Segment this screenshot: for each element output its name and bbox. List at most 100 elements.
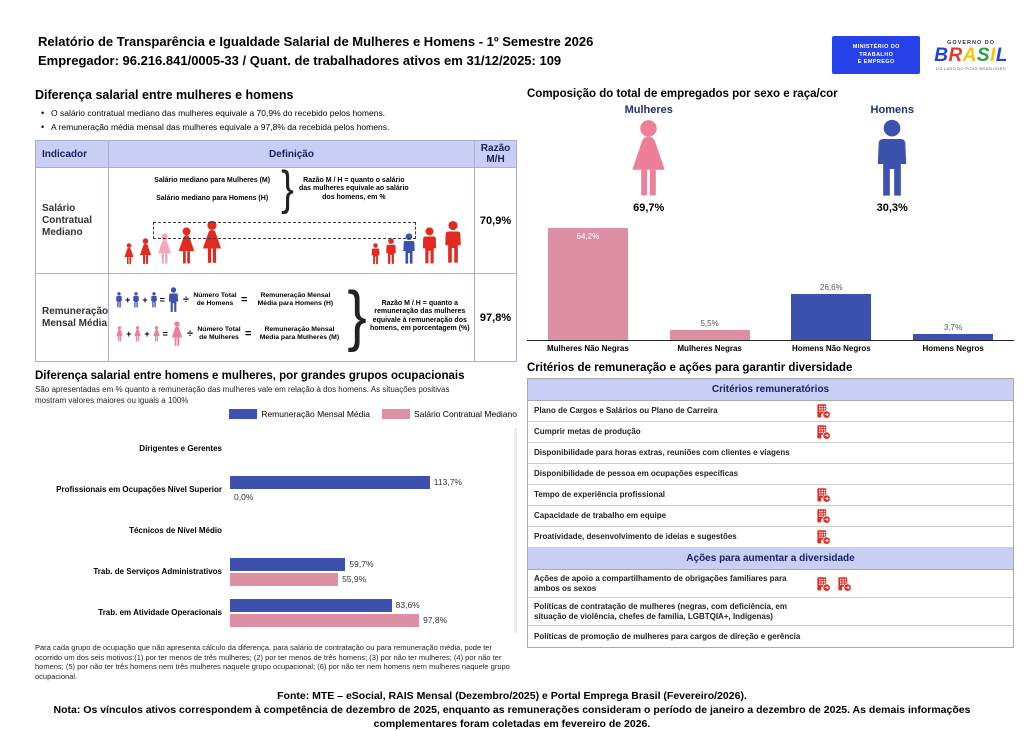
median-pictogram bbox=[123, 217, 464, 265]
criteria-label: Disponibilidade de pessoa em ocupações e… bbox=[534, 469, 739, 479]
actions-header: Ações para aumentar a diversidade bbox=[528, 548, 1013, 570]
action-label: Políticas de contratação de mulheres (ne… bbox=[534, 602, 787, 621]
company-building-icon bbox=[815, 403, 831, 419]
salary-gap-bullets: O salário contratual mediano das mulhere… bbox=[41, 106, 517, 134]
man-icon bbox=[420, 227, 439, 265]
men-total-label: Número Total de Homens bbox=[193, 291, 237, 307]
gov-brasil-logo: GOVERNO DO BRASIL DO LADO DO POVO BRASIL… bbox=[934, 40, 1008, 71]
chart-column: 64,2% bbox=[527, 218, 649, 340]
gov-logo-name: BRASIL bbox=[934, 44, 1008, 66]
men-percentage: 30,3% bbox=[876, 202, 908, 214]
company-building-icon bbox=[815, 487, 831, 503]
men-label: Homens bbox=[870, 104, 914, 116]
category-label: Homens Negros bbox=[922, 344, 984, 353]
right-column: Composição do total de empregados por se… bbox=[527, 88, 1014, 681]
action-label: Ações de apoio a compartilhamento de obr… bbox=[534, 574, 787, 593]
woman-icon bbox=[138, 238, 153, 265]
woman-icon bbox=[115, 326, 124, 342]
legend-label: Remuneração Mensal Média bbox=[261, 409, 370, 419]
criteria-row: Cumprir metas de produção bbox=[528, 422, 1013, 443]
legend-item-mean: Remuneração Mensal Média bbox=[229, 409, 370, 419]
legend-swatch-pink bbox=[381, 409, 410, 419]
women-label: Mulheres bbox=[624, 104, 673, 116]
women-formula: + + = ÷ Número Total de Mulheres = bbox=[115, 321, 344, 347]
woman-icon-large bbox=[170, 321, 184, 347]
chart-row: Dirigentes e Gerentes bbox=[35, 428, 512, 469]
indicator-name: Remuneração Mensal Média bbox=[34, 273, 110, 362]
category-label: Mulheres Negras bbox=[677, 344, 742, 353]
criteria-row: Capacidade de trabalho em equipe bbox=[528, 506, 1013, 527]
chart-row: Trab. em Atividade Operacionais 83,6% 97… bbox=[35, 592, 512, 633]
bar-value: 55,9% bbox=[342, 574, 367, 584]
gov-letter: I bbox=[990, 44, 996, 66]
criteria-label: Capacidade de trabalho em equipe bbox=[534, 511, 667, 521]
criteria-header: Critérios remuneratórios bbox=[528, 379, 1013, 401]
criteria-row: Tempo de experiência profissional bbox=[528, 485, 1013, 506]
plus-sign: + bbox=[125, 294, 131, 305]
bar-value: 83,6% bbox=[395, 600, 420, 610]
man-icon bbox=[150, 292, 158, 308]
man-icon bbox=[442, 220, 464, 265]
plus-sign: + bbox=[144, 328, 150, 339]
man-icon bbox=[384, 238, 398, 265]
row-median-salary: Salário Contratual Mediano Salário media… bbox=[34, 163, 518, 274]
median-definition-cell: Salário mediano para Mulheres (M) Salári… bbox=[108, 163, 475, 274]
bar-value: 5,5% bbox=[700, 319, 719, 329]
salary-gap-title: Diferença salarial entre mulheres e home… bbox=[35, 88, 294, 102]
gov-logo-top: GOVERNO DO bbox=[947, 39, 996, 46]
criteria-label: Plano de Cargos e Salários ou Plano de C… bbox=[534, 406, 718, 416]
bar-men-nonblack bbox=[791, 293, 872, 340]
category-label: Trab. de Serviços Administrativos bbox=[93, 566, 222, 576]
women-total-label: Número Total de Mulheres bbox=[197, 325, 241, 341]
man-icon bbox=[115, 292, 123, 308]
plus-sign: + bbox=[142, 294, 148, 305]
bar-value: 59,7% bbox=[349, 559, 374, 569]
men-pictogram: Homens 30,3% bbox=[771, 104, 1015, 214]
bar-mean bbox=[230, 598, 392, 612]
gov-letter: A bbox=[962, 44, 977, 66]
legend-label: Salário Contratual Mediano bbox=[413, 409, 517, 419]
indicator-table: Indicador Definição Razão M/H Salário Co… bbox=[34, 140, 518, 362]
man-icon bbox=[132, 292, 140, 308]
occupational-subtitle: São apresentadas em % quanto a remuneraç… bbox=[35, 385, 450, 405]
action-row: Políticas de promoção de mulheres para c… bbox=[528, 626, 1013, 647]
category-label: Dirigentes e Gerentes bbox=[139, 443, 222, 453]
gov-logo-bottom: DO LADO DO POVO BRASILEIRO bbox=[936, 66, 1007, 71]
gov-letter: R bbox=[948, 44, 963, 66]
women-percentage: 69,7% bbox=[633, 202, 665, 214]
bar-value: 26,6% bbox=[820, 282, 843, 292]
diversity-title: Critérios de remuneração e ações para ga… bbox=[527, 362, 853, 374]
woman-icon bbox=[123, 243, 135, 265]
row-mean-salary: Remuneração Mensal Média + + = bbox=[34, 273, 518, 362]
criteria-label: Tempo de experiência profissional bbox=[534, 490, 665, 500]
criteria-label: Disponibilidade para horas extras, reuni… bbox=[534, 448, 790, 458]
woman-icon bbox=[152, 326, 161, 342]
brace-glyph: } bbox=[281, 163, 294, 216]
bar-value: 0,0% bbox=[234, 492, 254, 502]
employer-line: Empregador: 96.216.841/0005-33 / Quant. … bbox=[38, 53, 562, 68]
chart-row: Técnicos de Nível Médio bbox=[35, 510, 512, 551]
equals-sign: = bbox=[244, 327, 252, 340]
women-result-label: Remuneração Mensal Média para Mulheres (… bbox=[259, 325, 340, 341]
race-chart-categories: Mulheres Não Negras Mulheres Negras Home… bbox=[527, 341, 1014, 353]
occupational-bar-chart: Dirigentes e Gerentes Profissionais em O… bbox=[35, 428, 517, 633]
category-label: Profissionais em Ocupações Nível Superio… bbox=[56, 484, 222, 494]
woman-icon bbox=[133, 326, 142, 342]
category-label: Trab. em Atividade Operacionais bbox=[98, 607, 222, 617]
mte-logo-line2: TRABALHO bbox=[859, 51, 894, 58]
criteria-row: Disponibilidade para horas extras, reuni… bbox=[528, 443, 1013, 464]
chart-column: 26,6% bbox=[771, 218, 893, 340]
criteria-label: Cumprir metas de produção bbox=[534, 427, 641, 437]
bullet-mean-salary: A remuneração média mensal das mulheres … bbox=[41, 120, 517, 134]
criteria-row: Proatividade, desenvolvimento de ideias … bbox=[528, 527, 1013, 548]
man-icon-large bbox=[872, 119, 912, 199]
bar-men-black bbox=[913, 333, 994, 340]
label-median-men: Salário mediano para Homens (H) bbox=[156, 194, 269, 202]
composition-title: Composição do total de empregados por se… bbox=[527, 88, 838, 100]
median-ratio-value: 70,9% bbox=[473, 167, 518, 274]
median-ratio-note: Razão M / H = quanto o salário das mulhe… bbox=[298, 176, 409, 201]
man-icon-large bbox=[167, 287, 180, 313]
x-axis bbox=[527, 340, 1014, 341]
company-building-icon bbox=[815, 508, 831, 524]
